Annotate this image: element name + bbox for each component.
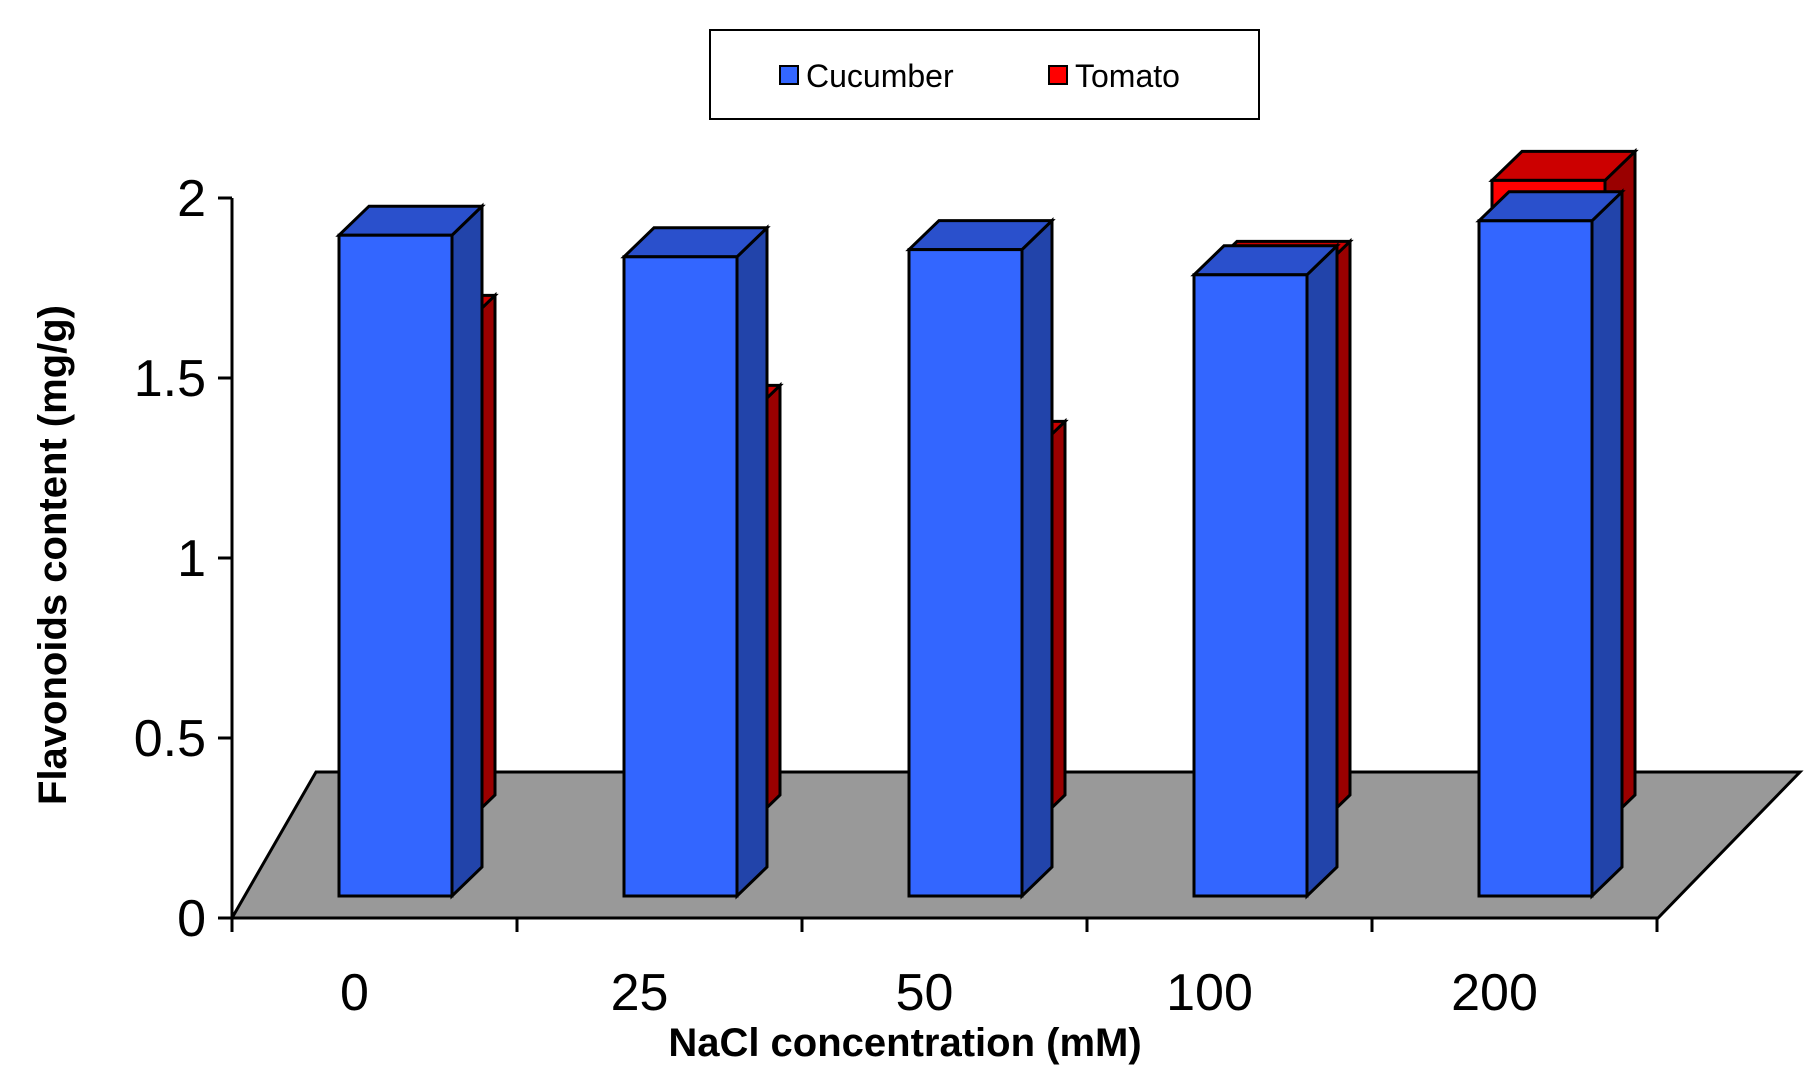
bar-cucumber-200 bbox=[1475, 188, 1626, 900]
bar-cucumber-25-front bbox=[622, 255, 739, 898]
legend-label-cucumber: Cucumber bbox=[806, 58, 954, 94]
x-tick-label: 25 bbox=[611, 964, 669, 1022]
legend: Cucumber Tomato bbox=[709, 29, 1260, 120]
bar-cucumber-50 bbox=[905, 217, 1056, 900]
legend-label-tomato: Tomato bbox=[1075, 58, 1180, 94]
legend-swatch-tomato bbox=[1048, 65, 1068, 85]
bar-cucumber-100 bbox=[1190, 242, 1341, 900]
x-tick-label: 50 bbox=[896, 964, 954, 1022]
bars bbox=[335, 147, 1639, 900]
bar-cucumber-25 bbox=[620, 224, 771, 900]
x-tick-label: 200 bbox=[1451, 964, 1538, 1022]
legend-swatch-cucumber bbox=[779, 65, 799, 85]
bar-cucumber-25-side bbox=[735, 224, 769, 900]
axes: 0 0.5 1 1.5 2 0 25 50 100 200 bbox=[134, 170, 1659, 1022]
bar-cucumber-50-side bbox=[1020, 217, 1054, 900]
legend-box bbox=[709, 29, 1260, 120]
y-tick-label: 0 bbox=[177, 890, 206, 948]
y-tick-label: 1.5 bbox=[134, 350, 206, 408]
y-tick-label: 1 bbox=[177, 530, 206, 588]
y-tick-label: 0.5 bbox=[134, 710, 206, 768]
bar-cucumber-100-front bbox=[1192, 273, 1309, 898]
bar-cucumber-200-side bbox=[1590, 188, 1624, 900]
y-axis-title: Flavonoids content (mg/g) bbox=[31, 305, 75, 805]
bar-cucumber-0-side bbox=[450, 202, 484, 900]
bar-cucumber-0 bbox=[335, 202, 486, 900]
bar-cucumber-200-front bbox=[1477, 219, 1594, 898]
x-axis-title: NaCl concentration (mM) bbox=[668, 1021, 1141, 1065]
bar-cucumber-50-front bbox=[907, 248, 1024, 898]
y-tick-label: 2 bbox=[177, 170, 206, 228]
bar-cucumber-0-front bbox=[337, 233, 454, 898]
x-tick-label: 0 bbox=[340, 964, 369, 1022]
bar-cucumber-100-side bbox=[1305, 242, 1339, 900]
x-tick-label: 100 bbox=[1166, 964, 1253, 1022]
